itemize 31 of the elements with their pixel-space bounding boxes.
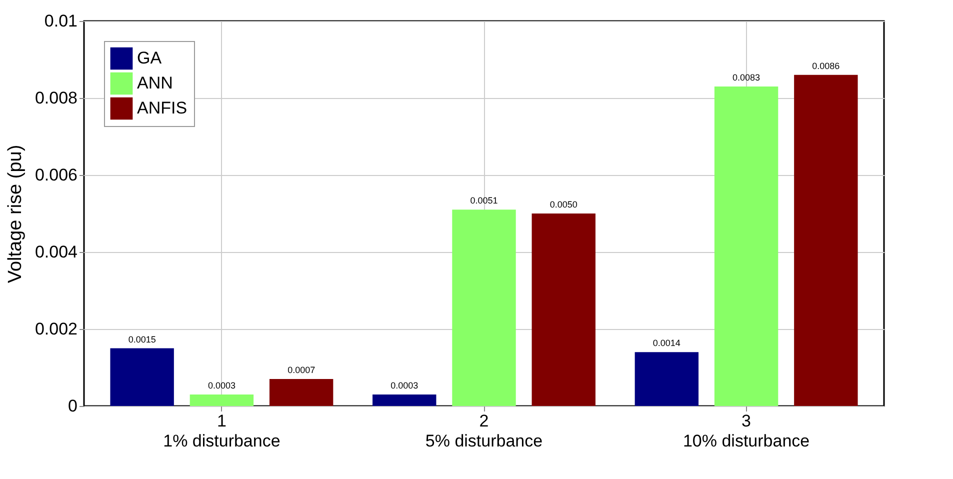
data-label: 0.0051 bbox=[470, 196, 498, 206]
bar bbox=[372, 394, 436, 406]
bar bbox=[452, 210, 516, 406]
y-tick-label: 0.008 bbox=[34, 88, 78, 108]
x-tick-label: 2 5% disturbance bbox=[425, 412, 543, 450]
data-label: 0.0003 bbox=[390, 380, 418, 390]
bar bbox=[190, 394, 254, 406]
bar bbox=[532, 214, 596, 406]
x-tick-label: 1 1% disturbance bbox=[163, 412, 280, 450]
y-tick-label: 0.006 bbox=[34, 166, 78, 184]
y-tick-label: 0.004 bbox=[34, 242, 78, 262]
data-label: 0.0003 bbox=[208, 380, 236, 390]
data-label: 0.0083 bbox=[732, 72, 760, 82]
y-tick-label: 0.002 bbox=[34, 320, 78, 338]
data-label: 0.0015 bbox=[128, 334, 156, 344]
y-tick-label: 0 bbox=[68, 396, 78, 416]
data-label: 0.0007 bbox=[288, 365, 316, 376]
y-tick-label: 0.01 bbox=[44, 12, 78, 30]
x-tick-label: 3 10% disturbance bbox=[682, 412, 810, 450]
bar bbox=[269, 379, 334, 406]
data-label: 0.0014 bbox=[652, 338, 680, 348]
data-label: 0.0086 bbox=[812, 60, 840, 71]
bar bbox=[634, 352, 699, 406]
y-axis-title: Voltage rise (pu) bbox=[4, 144, 26, 284]
bar bbox=[794, 74, 858, 406]
bar bbox=[110, 348, 174, 406]
legend-label: GA bbox=[137, 48, 162, 68]
bar bbox=[714, 86, 778, 406]
data-label: 0.0050 bbox=[550, 200, 578, 210]
legend-label: ANN bbox=[137, 74, 173, 92]
legend-label: ANFIS bbox=[137, 98, 188, 118]
